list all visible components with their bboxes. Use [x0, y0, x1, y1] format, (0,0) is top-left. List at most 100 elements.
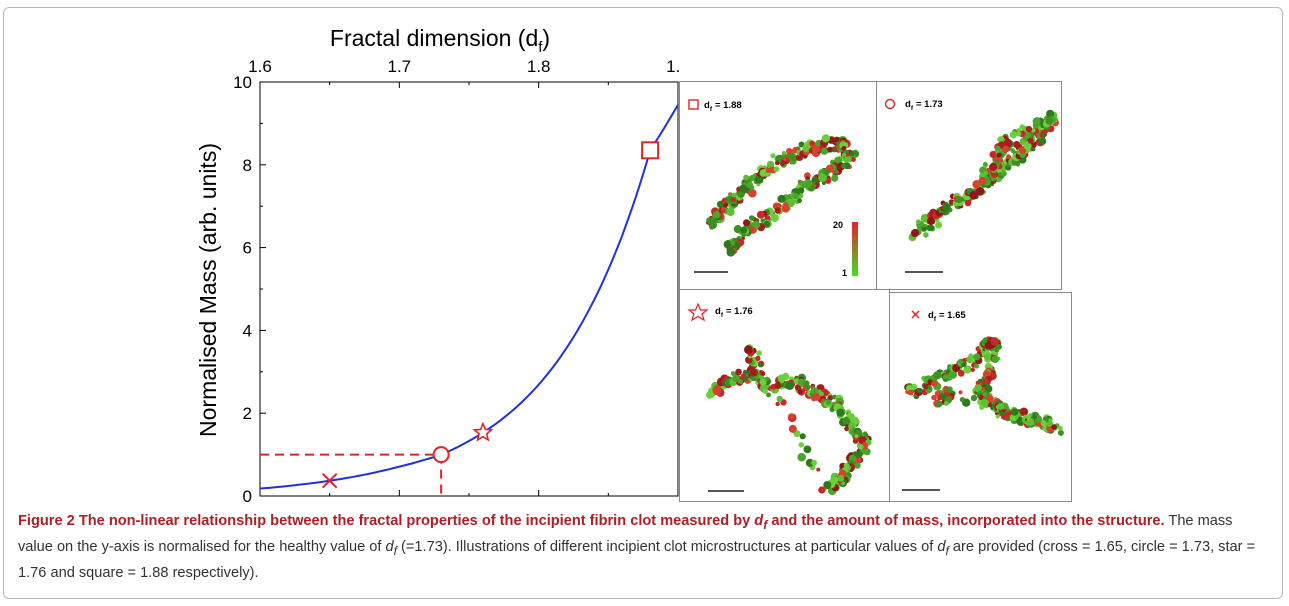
- cluster-particle: [823, 481, 832, 489]
- cluster-particle: [983, 161, 988, 167]
- cluster-particle: [748, 188, 757, 198]
- circle-marker-icon: [884, 98, 896, 110]
- colorbar: [852, 222, 858, 276]
- cluster-particle: [926, 389, 931, 394]
- fibrin-cluster-1-65: [904, 336, 1064, 436]
- x-axis-title-sub: f: [538, 39, 543, 56]
- cluster-particle: [937, 395, 942, 401]
- y-tick-label: 8: [243, 156, 252, 175]
- cluster-particle: [755, 175, 764, 184]
- cluster-particle: [1057, 425, 1063, 431]
- cluster-particle: [763, 220, 771, 228]
- cluster-particle: [1040, 420, 1047, 427]
- colorbar-min-label: 1: [842, 268, 847, 278]
- cluster-particle: [723, 240, 733, 249]
- cluster-particle: [781, 151, 787, 156]
- cluster-particle: [841, 163, 846, 169]
- cluster-particle: [743, 376, 748, 382]
- y-axis-title: Normalised Mass (arb. units): [195, 143, 221, 437]
- cluster-particle: [963, 366, 971, 374]
- cluster-particle: [762, 388, 768, 394]
- cluster-particle: [766, 392, 771, 398]
- fibrin-cluster-1-73: [908, 109, 1059, 242]
- cluster-particle: [935, 400, 943, 408]
- cluster-particle: [979, 405, 985, 410]
- cross-marker-icon: [911, 310, 920, 319]
- cluster-particle: [730, 241, 736, 246]
- cluster-particle: [854, 462, 861, 469]
- cluster-particle: [831, 174, 839, 182]
- cluster-particle: [975, 187, 985, 196]
- colorbar-max-label: 20: [833, 220, 843, 230]
- cluster-particle: [935, 221, 942, 229]
- cluster-particle: [982, 392, 988, 398]
- cluster-particle: [811, 176, 819, 184]
- caption-title: Figure 2 The non-linear relationship bet…: [18, 513, 1165, 532]
- cluster-particle: [1000, 170, 1007, 177]
- cluster-particle: [731, 192, 737, 198]
- cluster-particle: [797, 378, 806, 387]
- cluster-particle: [1026, 417, 1035, 426]
- cluster-particle: [927, 384, 932, 390]
- cluster-particle: [1025, 126, 1033, 133]
- cluster-particle: [858, 444, 864, 450]
- cluster-particle: [973, 353, 981, 361]
- cross-marker: [321, 472, 338, 489]
- cluster-particle: [1031, 147, 1036, 152]
- panel-df-1-65-art: df = 1.65: [902, 310, 1064, 491]
- cluster-particle: [818, 486, 826, 494]
- cluster-particle: [712, 210, 721, 219]
- cluster-particle: [846, 412, 853, 419]
- cluster-particle: [1019, 407, 1029, 417]
- cluster-particle: [975, 380, 980, 385]
- cluster-particle: [797, 198, 802, 203]
- x-tick-label: 1.9: [666, 57, 680, 76]
- series-curve: [259, 104, 679, 490]
- cluster-particle: [942, 211, 947, 216]
- cluster-particle: [773, 166, 780, 172]
- panel-df-1-88: df = 1.88 20 1: [679, 81, 877, 290]
- fibrin-cluster-1-76: [706, 344, 872, 495]
- cluster-particle: [978, 394, 984, 401]
- cluster-particle: [721, 206, 726, 212]
- cluster-particle: [782, 372, 790, 381]
- cluster-particle: [717, 200, 724, 208]
- cluster-particle: [836, 408, 845, 417]
- cluster-particle: [803, 445, 812, 454]
- cluster-particle: [746, 181, 754, 189]
- cluster-particle: [737, 378, 743, 384]
- cluster-particle: [957, 369, 965, 377]
- cluster-particle: [816, 467, 821, 472]
- cluster-particle: [730, 196, 736, 202]
- cluster-particle: [842, 416, 850, 425]
- cluster-particle: [803, 380, 810, 387]
- cluster-particle: [1027, 137, 1034, 144]
- y-tick-label: 4: [243, 321, 252, 340]
- panel-label: df = 1.76: [715, 306, 753, 319]
- cluster-particle: [1019, 124, 1025, 130]
- cluster-particle: [994, 145, 1001, 152]
- cluster-particle: [942, 203, 951, 212]
- cluster-particle: [933, 371, 942, 380]
- chart-axes: [259, 81, 679, 497]
- cluster-particle: [841, 152, 847, 158]
- cluster-particle: [991, 355, 999, 364]
- cluster-particle: [916, 387, 923, 394]
- data-markers: [321, 141, 660, 489]
- cluster-particle: [1046, 109, 1055, 118]
- cluster-particle: [1046, 420, 1053, 427]
- cluster-particle: [943, 373, 949, 380]
- cluster-particle: [969, 190, 978, 200]
- tick-labels: 1.6 1.7 1.8 1.9 0 2 4 6 8 10: [233, 57, 680, 506]
- cluster-particle: [744, 345, 753, 355]
- cluster-particle: [774, 160, 780, 166]
- cluster-particle: [741, 232, 746, 238]
- cluster-particle: [958, 390, 963, 395]
- star-marker: [472, 421, 494, 442]
- cluster-particle: [1023, 141, 1032, 150]
- cluster-particle: [997, 402, 1005, 410]
- cluster-particle: [797, 452, 806, 462]
- panel-label: df = 1.65: [928, 310, 966, 323]
- cluster-particle: [832, 476, 839, 483]
- x-tick-label: 1.8: [527, 57, 551, 76]
